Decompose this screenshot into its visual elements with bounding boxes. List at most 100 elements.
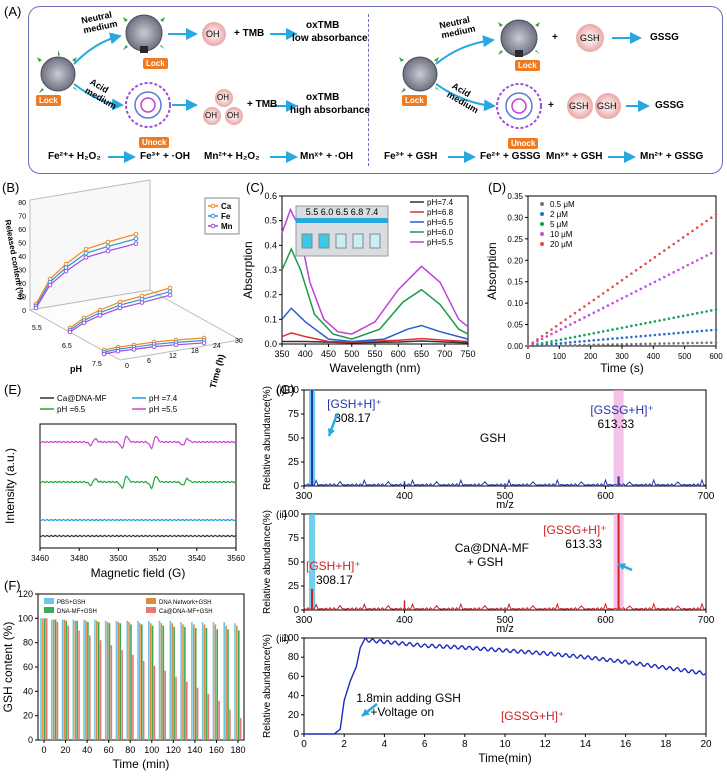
data-point — [620, 342, 624, 346]
high-absorbance: high absorbance — [290, 105, 371, 116]
bar-dna-network-gsh — [95, 620, 98, 740]
series-5--m — [526, 308, 718, 348]
bar-ca-dna-mf-gsh — [56, 621, 59, 740]
legend-label: 10 μM — [550, 230, 573, 239]
gsh-label-acid-1: GSH — [569, 101, 589, 111]
x-tick-label: 3480 — [70, 554, 88, 563]
legend-marker — [540, 202, 544, 206]
y-tick-label: 0.4 — [264, 240, 277, 250]
data-point — [587, 313, 591, 317]
series-10--m — [526, 249, 718, 348]
y-tick-label: 80 — [18, 200, 26, 207]
bar-pbs-gsh — [50, 619, 53, 740]
data-point — [583, 343, 586, 347]
data-point — [597, 331, 600, 334]
data-point — [700, 341, 704, 345]
data-point — [559, 338, 563, 341]
bar-pbs-gsh — [137, 620, 139, 740]
x-tick-label: 14 — [580, 739, 592, 750]
data-point — [634, 269, 638, 272]
series-fe-1 — [69, 291, 171, 331]
data-point — [597, 338, 600, 342]
x-tick-label: 12 — [540, 739, 552, 750]
data-point — [644, 334, 647, 338]
data-point — [616, 327, 619, 330]
data-point — [663, 249, 666, 252]
y-tick-label: 0 — [28, 735, 33, 745]
data-point — [167, 292, 173, 298]
x-tick-label: 750 — [460, 349, 475, 359]
series-20--m — [526, 213, 718, 348]
data-point — [583, 316, 586, 319]
data-point — [545, 335, 549, 338]
data-point — [681, 236, 685, 239]
z-axis-label: pH — [70, 364, 82, 374]
data-point — [133, 231, 139, 237]
data-point — [167, 289, 173, 294]
bar-dna-network-gsh — [52, 619, 55, 740]
data-point — [672, 242, 675, 246]
data-point — [634, 289, 638, 293]
data-point — [686, 232, 690, 236]
x-tick-label: 500 — [678, 352, 692, 361]
bar-dna-mf-gsh — [162, 625, 165, 740]
data-point — [569, 323, 572, 326]
series-ph--6-5 — [39, 475, 237, 490]
plus-tmb-acid: + TMB — [247, 99, 278, 110]
data-point — [587, 301, 591, 305]
lock-badge-right-2: Lock — [515, 60, 540, 71]
x-tick-label: 6 — [422, 739, 428, 750]
gssg-acid: GSSG — [655, 100, 684, 111]
data-point — [601, 292, 605, 295]
data-point — [105, 248, 111, 254]
time-tick-label: 30 — [235, 338, 243, 345]
spectrum-baseline — [303, 602, 707, 611]
data-point — [653, 320, 657, 323]
panel-a-frame — [28, 6, 723, 174]
data-point — [131, 347, 137, 352]
bar-ca-dna-mf-gsh — [67, 625, 70, 740]
inset-vial — [335, 233, 347, 249]
oh-label-acid-3: OH — [227, 111, 239, 120]
time-tick-label: 24 — [213, 343, 221, 350]
bar-dna-mf-gsh — [141, 624, 143, 740]
data-point — [681, 331, 685, 334]
x-tick-label: 3500 — [110, 554, 128, 563]
data-point — [625, 325, 628, 329]
x-tick-label: 0 — [41, 745, 46, 755]
x-tick-label: 20 — [61, 745, 71, 755]
data-point — [691, 229, 694, 233]
data-point — [658, 278, 661, 281]
annotation-gsh-mz: 308.17 — [334, 411, 371, 425]
bar-dna-network-gsh — [214, 624, 217, 740]
bar-pbs-gsh — [158, 620, 161, 740]
legend-marker — [540, 212, 544, 216]
x-tick-label: 200 — [584, 352, 598, 361]
y-axis-label: Relative abundance(%) — [262, 634, 273, 738]
data-point — [695, 259, 699, 262]
legend-marker — [540, 232, 544, 236]
data-point — [545, 341, 549, 344]
data-point — [611, 337, 614, 340]
panel-b-chart: 0 10 20 30 40 50 60 70 80 0 6 12 18 24 30 5.5 6.5 7.5 CaFe… — [3, 179, 243, 389]
series-ph-7-4 — [282, 340, 469, 344]
x-axis-label: Time (s) — [600, 361, 644, 375]
annotation-gssg-ion: [GSSG+H]⁺ — [590, 403, 653, 417]
data-point — [583, 339, 586, 343]
data-point — [653, 280, 657, 284]
arrow-gsh-i-head — [327, 428, 336, 436]
bar-pbs-gsh — [180, 621, 182, 740]
y-tick-label: 0.3 — [264, 265, 277, 275]
bar-dna-network-gsh — [63, 619, 66, 740]
legend-swatch — [44, 598, 54, 604]
data-point — [573, 343, 577, 347]
floor — [28, 289, 242, 361]
annotation-gsh-ion: [GSH+H]⁺ — [327, 397, 382, 411]
y-tick-label: 0.30 — [507, 213, 523, 222]
bar-dna-network-gsh — [42, 618, 44, 740]
y-tick-label: 80 — [288, 652, 300, 663]
data-point — [587, 339, 591, 343]
data-point — [714, 213, 718, 216]
bar-dna-mf-gsh — [44, 618, 46, 740]
y-tick-label: 100 — [18, 613, 33, 623]
